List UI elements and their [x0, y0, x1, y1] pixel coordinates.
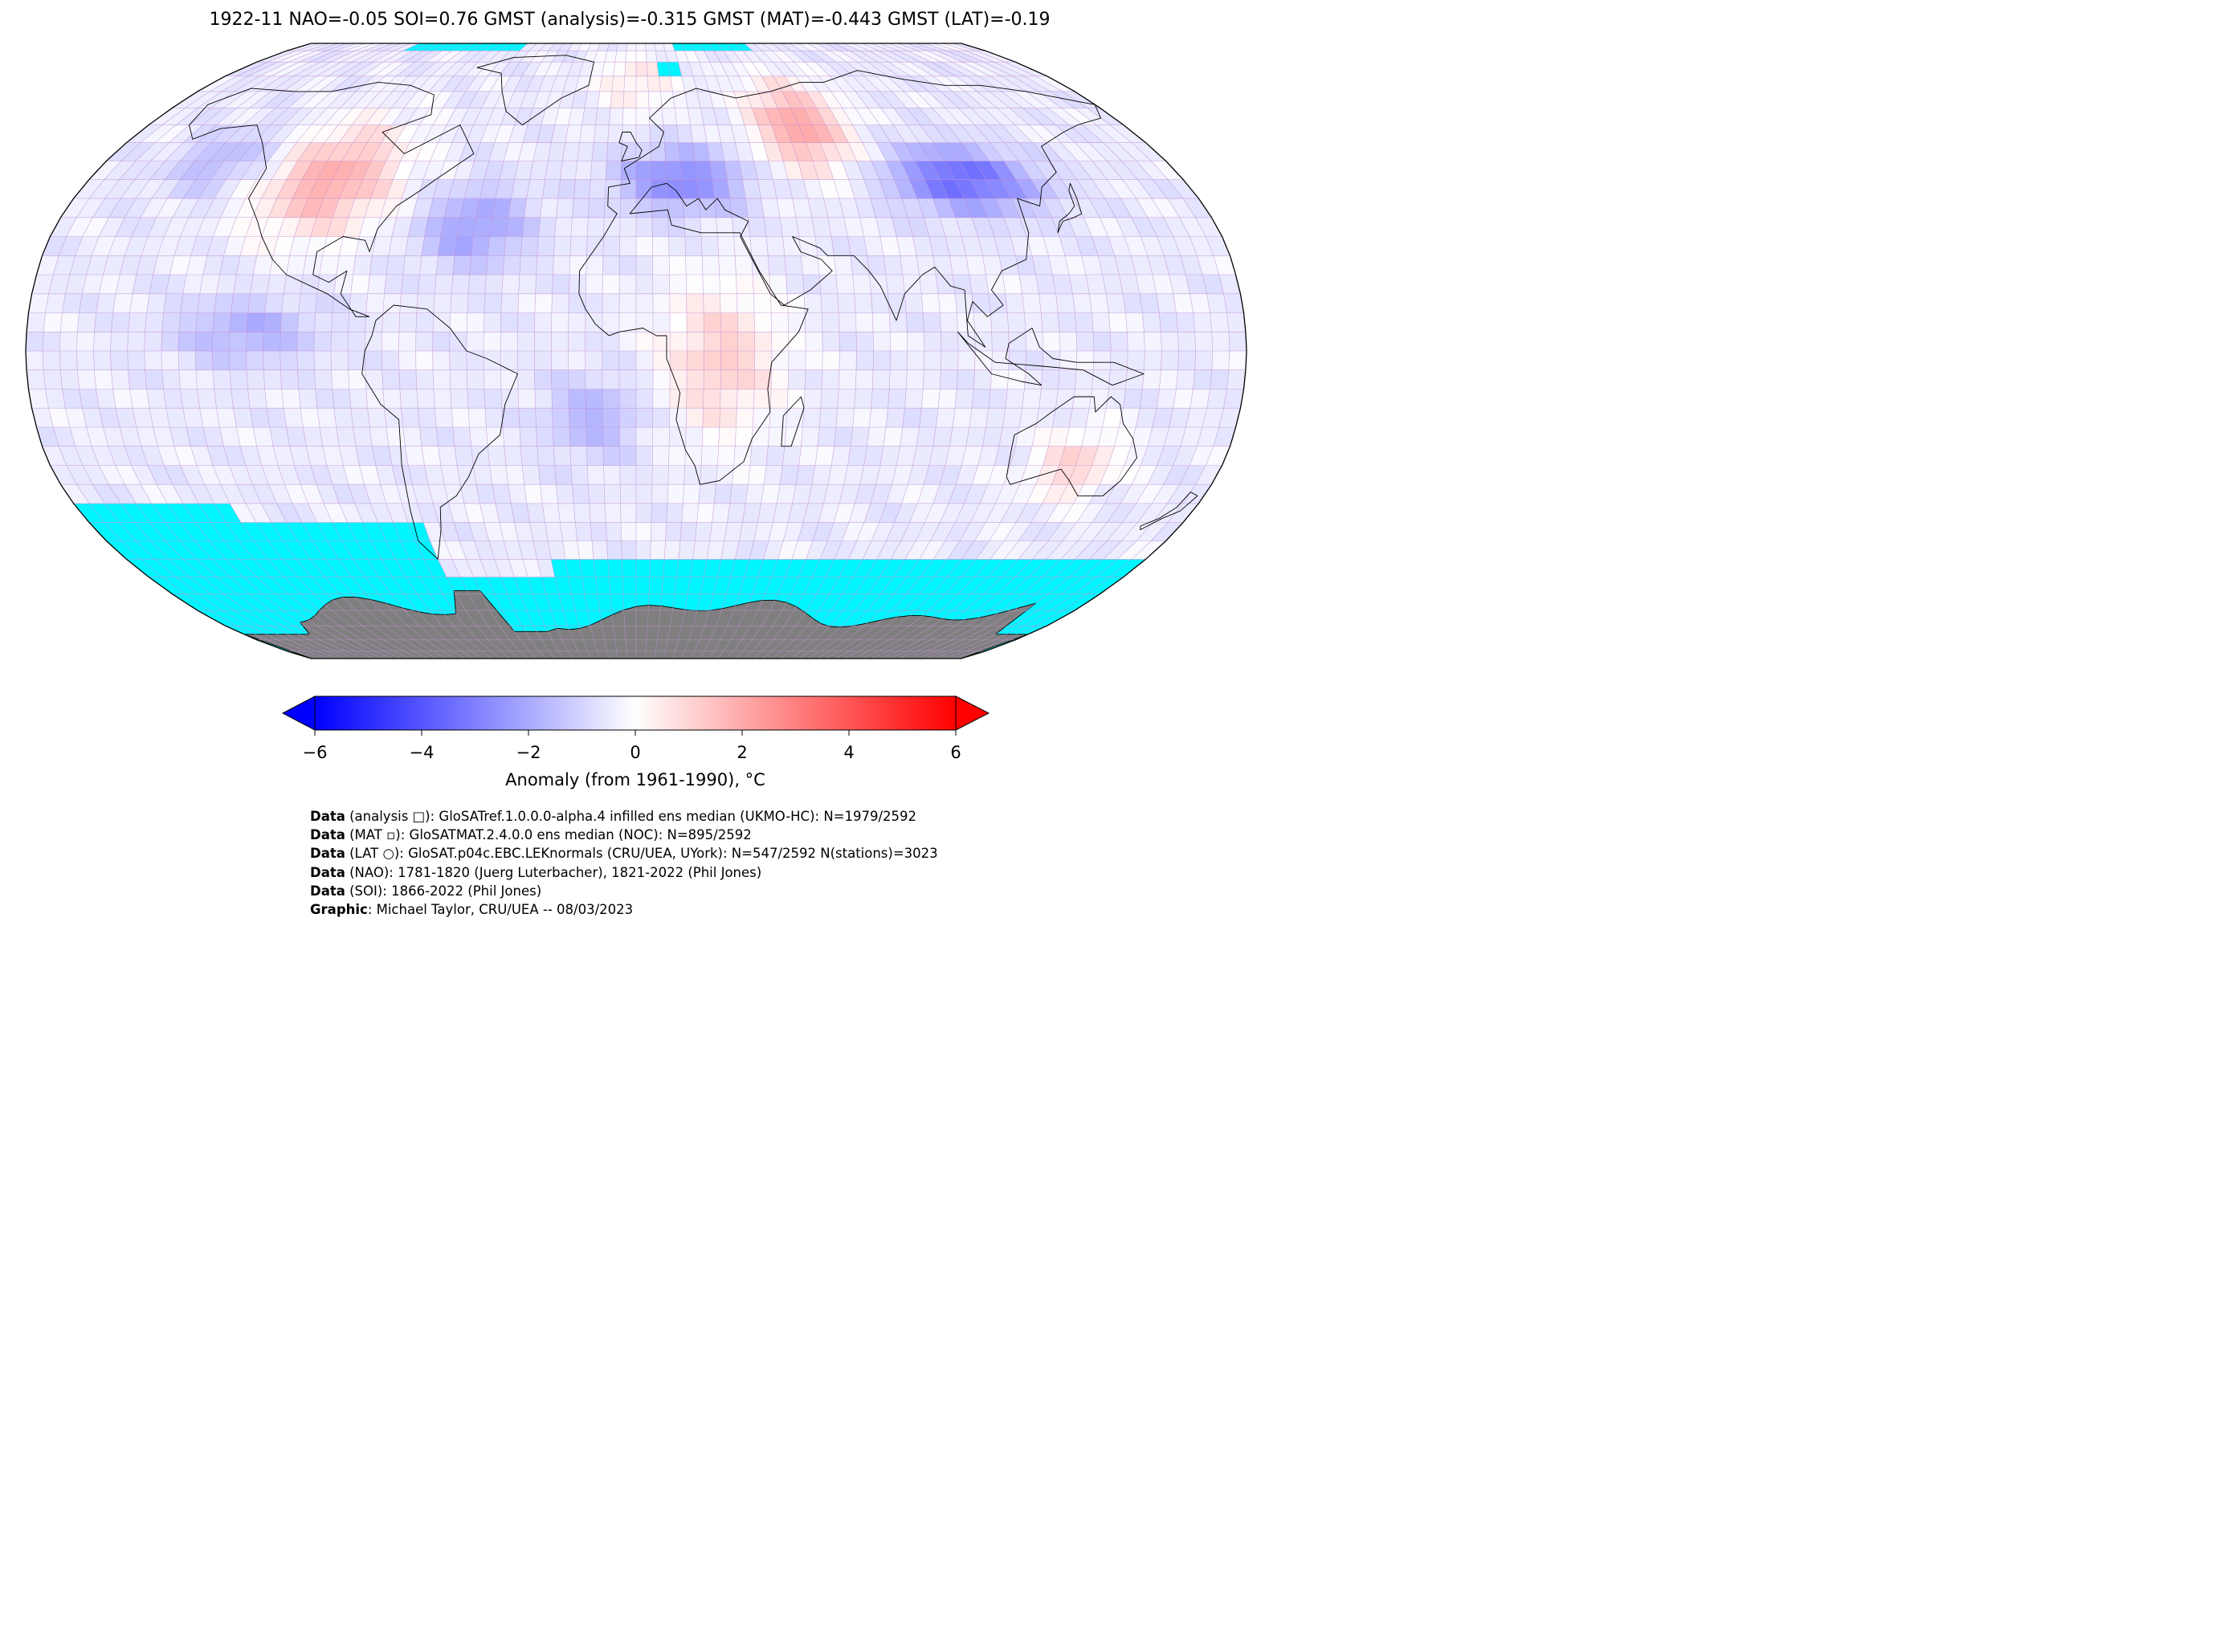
colorbar-tick-label: 4 — [843, 743, 854, 762]
credit-soi: Data (SOI): 1866-2022 (Phil Jones) — [310, 883, 542, 899]
colorbar-min-extension — [281, 695, 316, 731]
anomaly-map — [25, 43, 1247, 659]
credit-mat: Data (MAT ▫): GloSATMAT.2.4.0.0 ens medi… — [310, 827, 752, 843]
colorbar-tick-label: 2 — [737, 743, 747, 762]
colorbar-tick-label: −6 — [303, 743, 328, 762]
credit-nao: Data (NAO): 1781-1820 (Juerg Luterbacher… — [310, 864, 762, 880]
data-credits: Data (analysis □): GloSATref.1.0.0.0-alp… — [310, 807, 938, 919]
figure-title: 1922-11 NAO=-0.05 SOI=0.76 GMST (analysi… — [209, 10, 1051, 30]
colorbar-max-extension — [955, 695, 990, 731]
colorbar-label: Anomaly (from 1961-1990), °C — [505, 770, 765, 789]
credit-analysis: Data (analysis □): GloSATref.1.0.0.0-alp… — [310, 809, 917, 824]
colorbar-tick-label: 6 — [950, 743, 961, 762]
credit-graphic: Graphic: Michael Taylor, CRU/UEA -- 08/0… — [310, 902, 634, 918]
colorbar-tick-label: 0 — [630, 743, 640, 762]
colorbar: −6 −4 −2 0 2 4 6 Anomaly (from 1961-1990), °C — [281, 695, 990, 789]
colorbar-tick-label: −2 — [516, 743, 541, 762]
colorbar-gradient — [314, 695, 957, 731]
colorbar-tick-label: −4 — [410, 743, 435, 762]
credit-lat: Data (LAT ○): GloSAT.p04c.EBC.LEKnormals… — [310, 846, 938, 862]
